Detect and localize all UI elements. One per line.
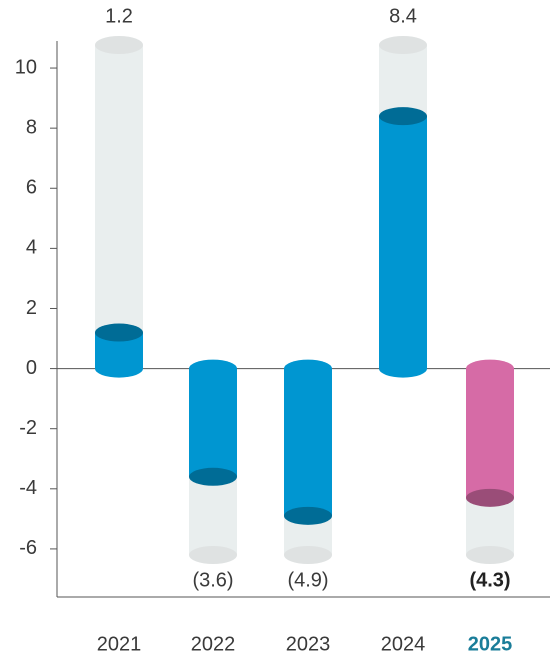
x-tick-label: 2023 [286,633,331,655]
bar-cap [189,467,237,486]
bar [466,368,514,498]
x-tick-label: 2021 [97,633,142,655]
y-tick-label: 4 [26,237,37,259]
bar [379,116,427,369]
value-label: 1.2 [105,5,133,27]
bar-cap [379,107,427,126]
value-label: (4.3) [469,569,510,591]
track-cap [379,36,427,54]
y-tick-label: -4 [19,477,37,499]
x-tick-label: 2025 [468,633,513,655]
bar-cap [466,488,514,507]
y-tick-label: 0 [26,357,37,379]
track-cap [95,36,143,54]
track-cap [284,546,332,564]
bar [284,368,332,516]
x-tick-label: 2022 [191,633,236,655]
y-tick-label: 2 [26,297,37,319]
bar-cap [95,323,143,342]
y-tick-label: 10 [15,56,37,78]
y-tick-label: -2 [19,417,37,439]
track-cap [189,546,237,564]
y-tick-label: 6 [26,177,37,199]
bar [189,368,237,477]
y-tick-label: -6 [19,537,37,559]
value-label: 8.4 [389,5,417,27]
value-label: (4.9) [287,569,328,591]
track [95,45,143,369]
value-label: (3.6) [192,569,233,591]
track-cap [466,546,514,564]
bar-cap [284,506,332,525]
x-tick-label: 2024 [381,633,426,655]
y-tick-label: 8 [26,116,37,138]
